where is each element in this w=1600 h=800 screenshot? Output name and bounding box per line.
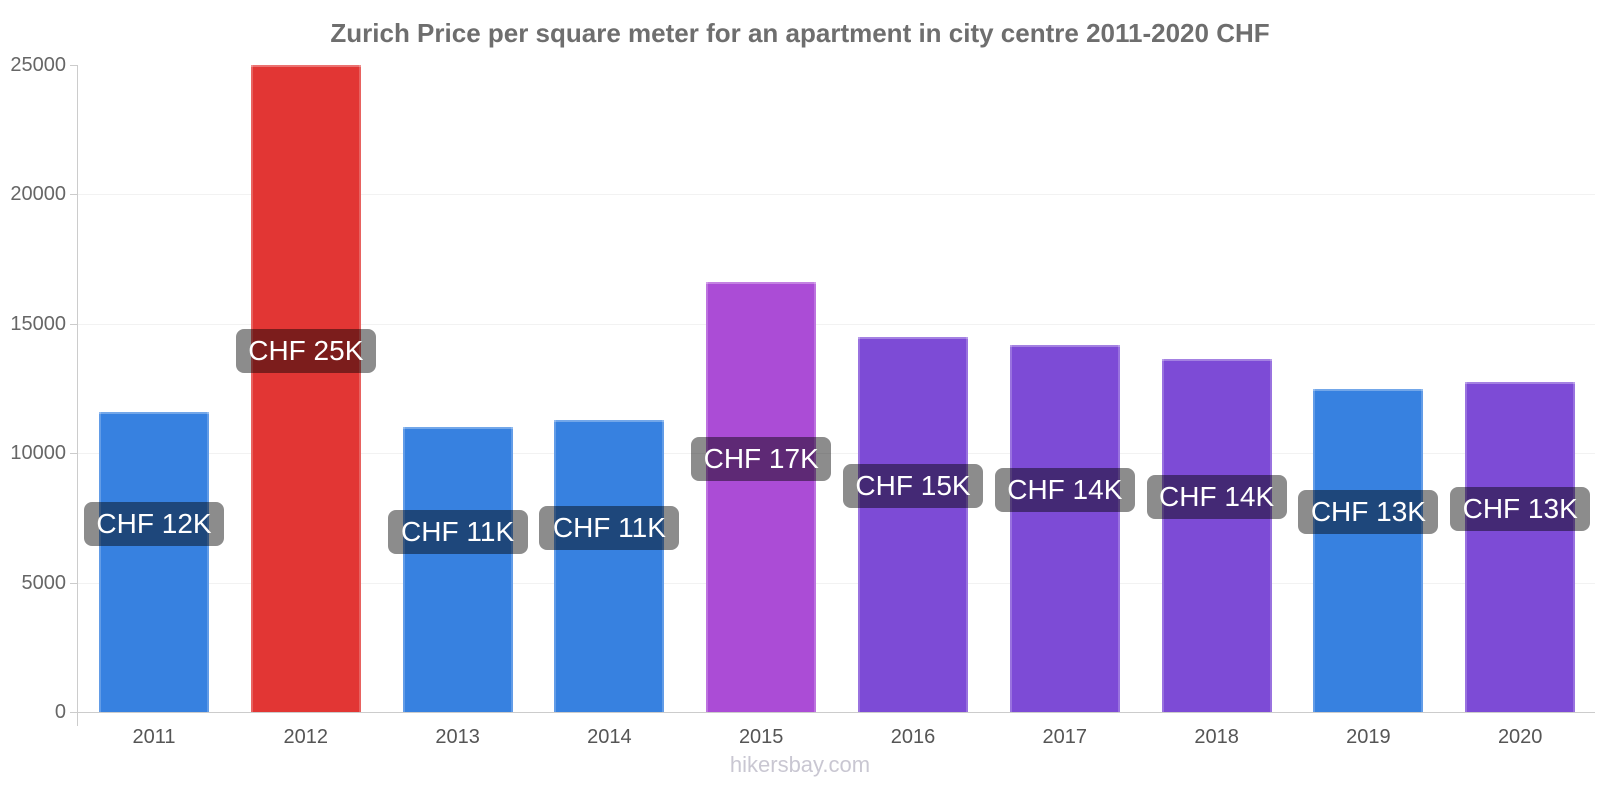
x-axis-label-2017: 2017 (1042, 726, 1088, 748)
x-axis-label-2020: 2020 (1497, 726, 1543, 748)
gridline-5000 (78, 582, 1595, 584)
x-axis-label-2013: 2013 (435, 726, 480, 748)
gridline-15000 (78, 323, 1595, 325)
bar-value-label-2016: CHF 15K (843, 464, 983, 509)
bar-value-label-2020: CHF 13K (1450, 487, 1591, 531)
bar-value-label-2017: CHF 14K (994, 468, 1135, 513)
bar-2018[interactable] (1161, 358, 1272, 712)
x-axis-label-2019: 2019 (1346, 726, 1391, 748)
x-axis-line (77, 712, 1595, 713)
bar-2011[interactable] (99, 411, 209, 712)
bar-2017[interactable] (1009, 344, 1120, 712)
bar-2013[interactable] (402, 427, 513, 712)
y-axis-tick-10000 (70, 453, 77, 455)
x-axis-label-2011: 2011 (132, 726, 176, 748)
bar-value-label-2011: CHF 12K (84, 501, 224, 546)
y-axis-tick-5000 (70, 582, 77, 584)
bar-2015[interactable] (706, 282, 817, 712)
bar-value-label-2013: CHF 11K (387, 509, 528, 554)
y-axis-tick-label-20000: 20000 (10, 183, 66, 206)
y-axis-tick-0 (70, 712, 77, 713)
chart-title: Zurich Price per square meter for an apa… (330, 18, 1270, 48)
x-axis-label-2012: 2012 (283, 726, 329, 748)
y-axis-tick-label-15000: 15000 (10, 312, 66, 335)
bar-2012[interactable] (250, 65, 361, 712)
y-axis-tick-label-25000: 25000 (10, 54, 66, 76)
x-axis-label-2015: 2015 (738, 726, 784, 748)
y-axis-tick-15000 (70, 323, 77, 325)
y-axis-tick-label-5000: 5000 (21, 571, 67, 594)
y-axis-tick-25000 (70, 65, 77, 66)
bar-2016[interactable] (858, 336, 968, 712)
bar-2014[interactable] (554, 419, 665, 712)
x-axis-label-2018: 2018 (1194, 726, 1239, 748)
y-axis-tick-label-10000: 10000 (10, 442, 66, 465)
gridline-20000 (78, 194, 1595, 196)
y-axis-tick-label-0: 0 (54, 701, 66, 723)
y-axis-tick-20000 (70, 194, 77, 196)
bar-2019[interactable] (1313, 388, 1424, 712)
footer-link[interactable]: hikersbay.com (729, 752, 871, 777)
bar-value-label-2015: CHF 17K (691, 437, 832, 482)
bar-2020[interactable] (1465, 382, 1576, 712)
gridline-10000 (78, 453, 1595, 455)
bar-value-label-2018: CHF 14K (1146, 475, 1287, 520)
bar-value-label-2019: CHF 13K (1298, 490, 1439, 535)
x-axis-label-2016: 2016 (890, 726, 936, 748)
y-axis-line (77, 65, 78, 726)
bar-value-label-2014: CHF 11K (539, 505, 680, 550)
bar-value-label-2012: CHF 25K (235, 328, 376, 373)
x-axis-label-2014: 2014 (587, 726, 632, 748)
